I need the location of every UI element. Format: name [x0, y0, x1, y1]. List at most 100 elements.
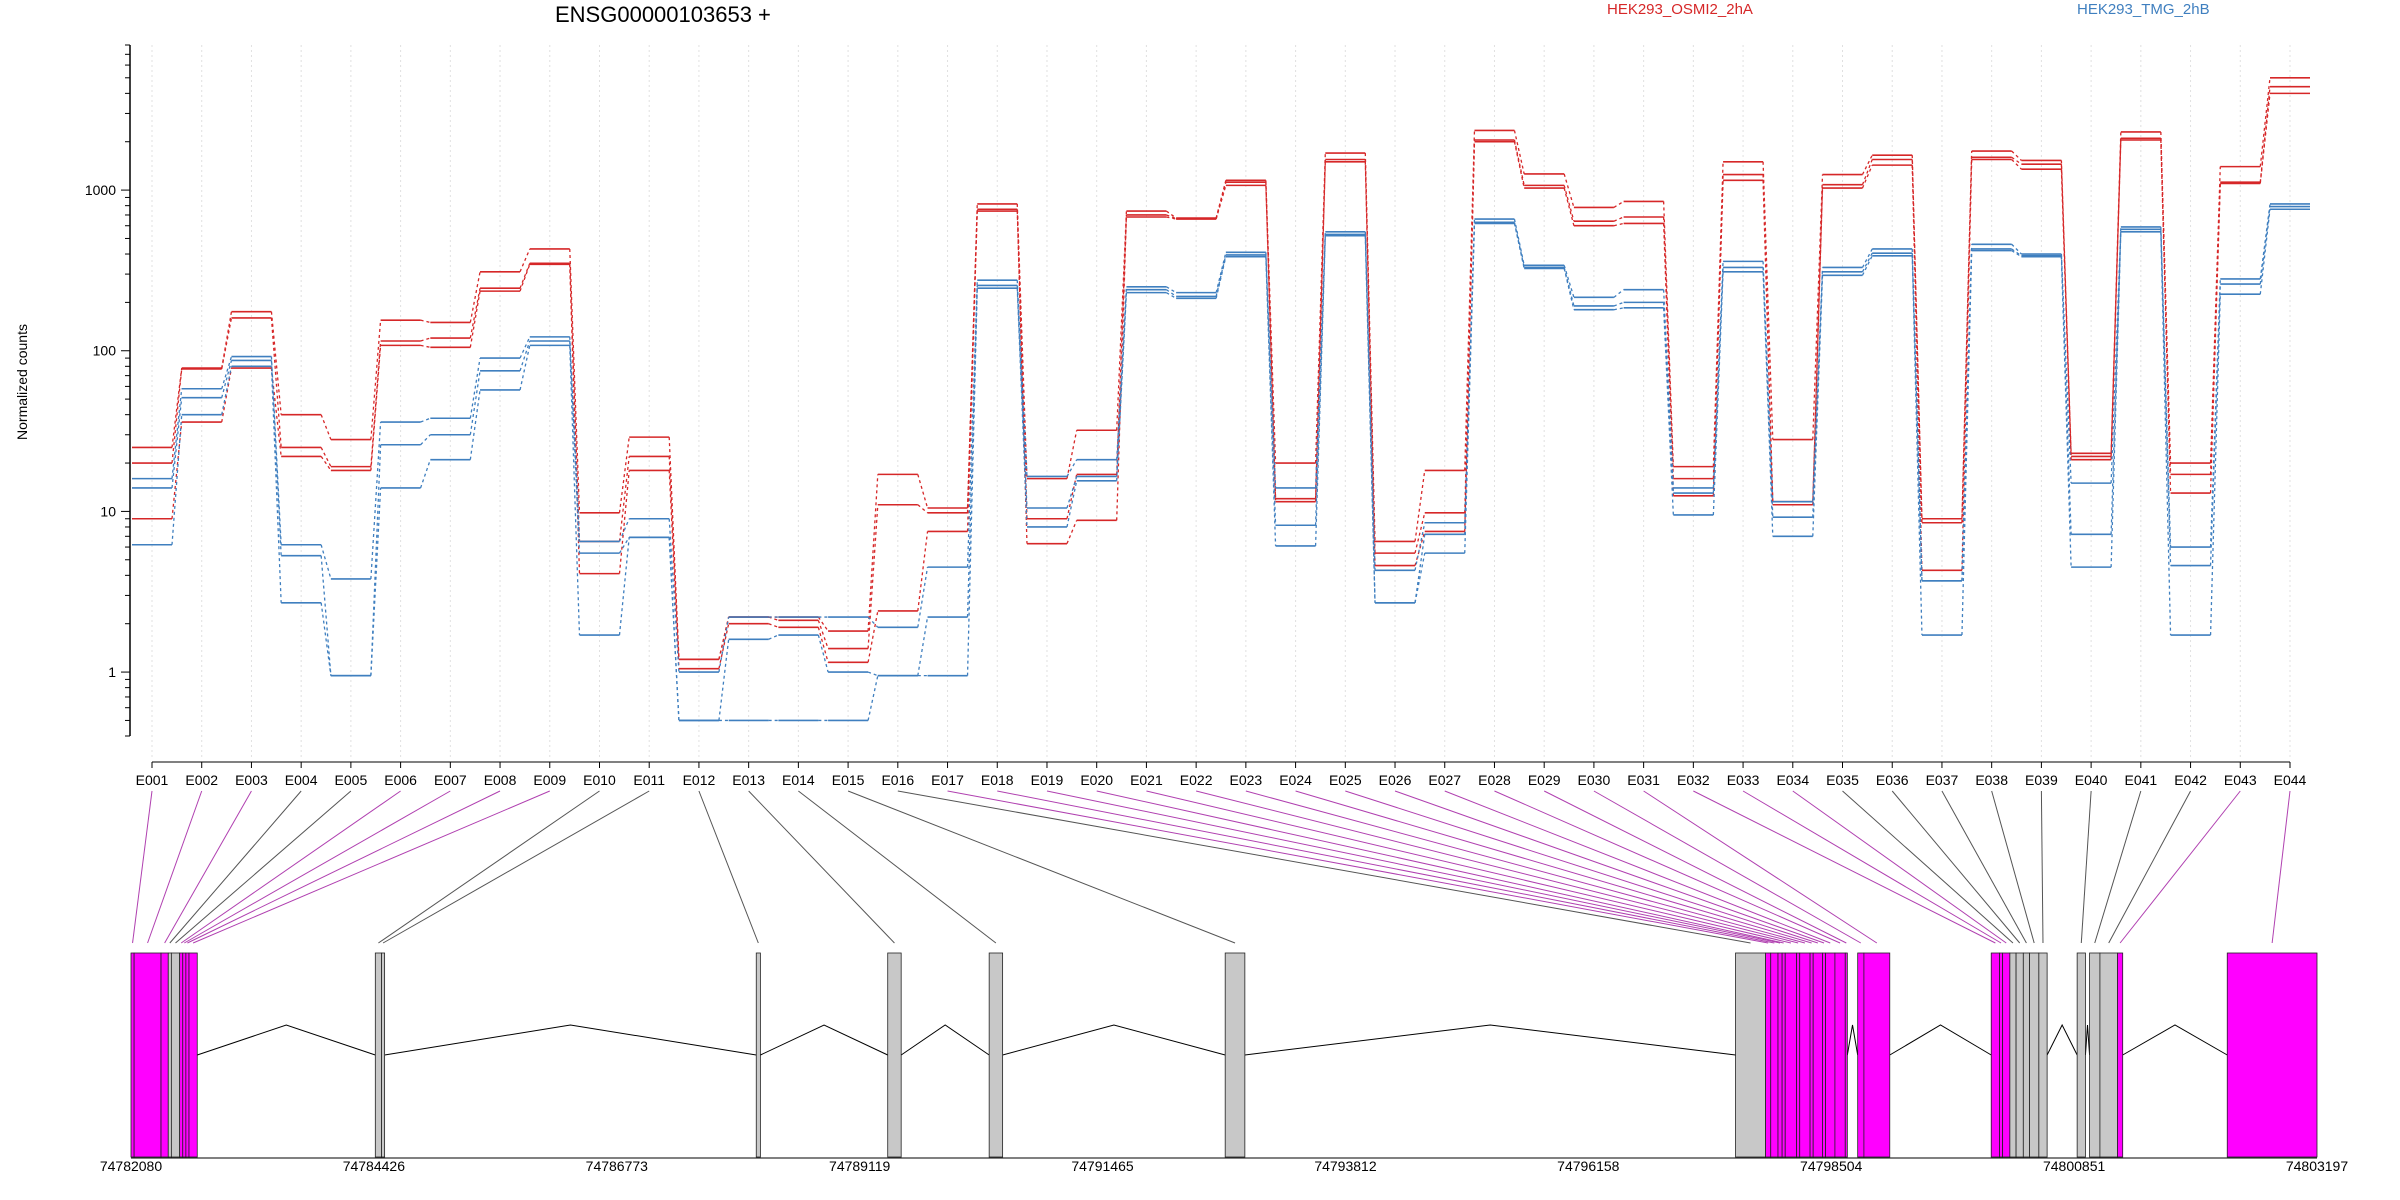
series-connector: [618, 470, 630, 574]
exon-label: E032: [1677, 772, 1710, 788]
exon-box-e043: [2117, 952, 2124, 1158]
intron-line: [760, 1024, 888, 1056]
y-tick-label: 1: [108, 664, 116, 680]
series-connector: [2060, 256, 2072, 568]
series-connector: [221, 317, 233, 370]
exon-map-line: [698, 790, 759, 944]
series-connector: [1066, 474, 1078, 519]
series-connector: [1265, 256, 1277, 546]
series-connector: [1861, 159, 1873, 185]
coordinate-label: 74789119: [829, 1158, 890, 1174]
series-connector: [1563, 185, 1575, 222]
exon-box-e013: [887, 952, 902, 1158]
series-connector: [2011, 250, 2022, 258]
series-connector: [469, 291, 481, 348]
series-connector: [817, 616, 829, 632]
series-connector: [2011, 243, 2022, 255]
series-connector: [569, 248, 581, 513]
exon-label: E040: [2075, 772, 2108, 788]
series-connector: [1911, 165, 1923, 571]
exon-label: E028: [1478, 772, 1511, 788]
y-tick-label: 1000: [85, 182, 116, 198]
intron-line: [2046, 1023, 2078, 1056]
exon-box-e042: [2099, 952, 2118, 1158]
coordinate-label: 74786773: [586, 1158, 649, 1174]
exon-box-e006: [179, 952, 184, 1158]
series-connector: [668, 456, 680, 660]
series-connector: [966, 280, 978, 568]
exon-label: E020: [1080, 772, 1113, 788]
series-connector: [2110, 231, 2122, 568]
series-connector: [2060, 160, 2072, 454]
series-connector: [1861, 164, 1873, 189]
series-connector: [1314, 231, 1326, 488]
exon-label: E027: [1428, 772, 1461, 788]
exon-box-e014: [988, 952, 1004, 1158]
series-connector: [2259, 86, 2271, 183]
series-connector: [1613, 216, 1624, 222]
exon-box-e016: [1735, 952, 1766, 1158]
exon-label: E013: [732, 772, 765, 788]
series-connector: [1563, 265, 1575, 298]
series-connector: [221, 367, 233, 423]
series-connector: [1513, 130, 1525, 175]
exon-label: E022: [1180, 772, 1213, 788]
series-connector: [1613, 200, 1624, 208]
series-connector: [420, 344, 431, 348]
series-connector: [1812, 184, 1824, 502]
exon-label: E012: [683, 772, 716, 788]
exon-box-e004: [167, 952, 172, 1158]
series-connector: [1762, 161, 1774, 440]
exon-box-e017: [1765, 952, 1772, 1158]
series-connector: [2110, 138, 2122, 457]
series-connector: [1762, 271, 1774, 537]
exon-label: E043: [2224, 772, 2257, 788]
exon-box-e001: [130, 952, 135, 1158]
exon-label: E018: [981, 772, 1014, 788]
y-tick-label: 10: [100, 503, 116, 519]
series-connector: [370, 320, 382, 440]
exon-map-line: [187, 790, 501, 944]
series-connector: [569, 345, 581, 636]
exon-map-line: [1345, 790, 1818, 944]
series-connector: [270, 317, 282, 448]
series-connector: [1861, 255, 1873, 276]
series-connector: [1812, 275, 1824, 537]
coordinate-label: 74782080: [100, 1158, 163, 1174]
series-connector: [519, 345, 531, 391]
exon-box-e012: [755, 952, 761, 1158]
series-connector: [469, 370, 481, 435]
series-connector: [867, 610, 879, 663]
series-connector: [2209, 183, 2221, 494]
exon-box-e025: [1812, 952, 1823, 1158]
series-connector: [1613, 307, 1624, 311]
grid-lines: [151, 45, 2291, 760]
series-connector: [1066, 520, 1078, 544]
exon-box-e031: [1863, 952, 1891, 1158]
series-connector: [1016, 288, 1028, 528]
exon-map-line: [897, 790, 1751, 944]
intron-line: [2084, 1024, 2091, 1056]
exon-label: E007: [434, 772, 467, 788]
series-connector: [1563, 268, 1575, 310]
series-connector: [171, 421, 183, 519]
exon-map-line: [2119, 790, 2241, 944]
series-connector: [420, 319, 431, 324]
exon-map-line: [175, 790, 352, 944]
exon-map-line: [1494, 790, 1841, 944]
series-connector: [469, 271, 481, 323]
series-connector: [1464, 141, 1476, 532]
series-connector: [718, 623, 730, 669]
exon-map-line: [147, 790, 203, 944]
exon-box-e020: [1781, 952, 1786, 1158]
series-connector: [1812, 174, 1824, 440]
exon-box-e018: [1770, 952, 1779, 1158]
coordinate-label: 74793812: [1314, 1158, 1377, 1174]
intron-line: [1846, 1024, 1859, 1056]
exon-map-line: [2080, 790, 2092, 944]
series-connector: [1314, 159, 1326, 499]
series-connector: [2160, 231, 2172, 636]
exon-box-e002: [133, 952, 162, 1158]
exon-map-line: [378, 790, 600, 944]
exon-box-e033: [1999, 952, 2004, 1158]
